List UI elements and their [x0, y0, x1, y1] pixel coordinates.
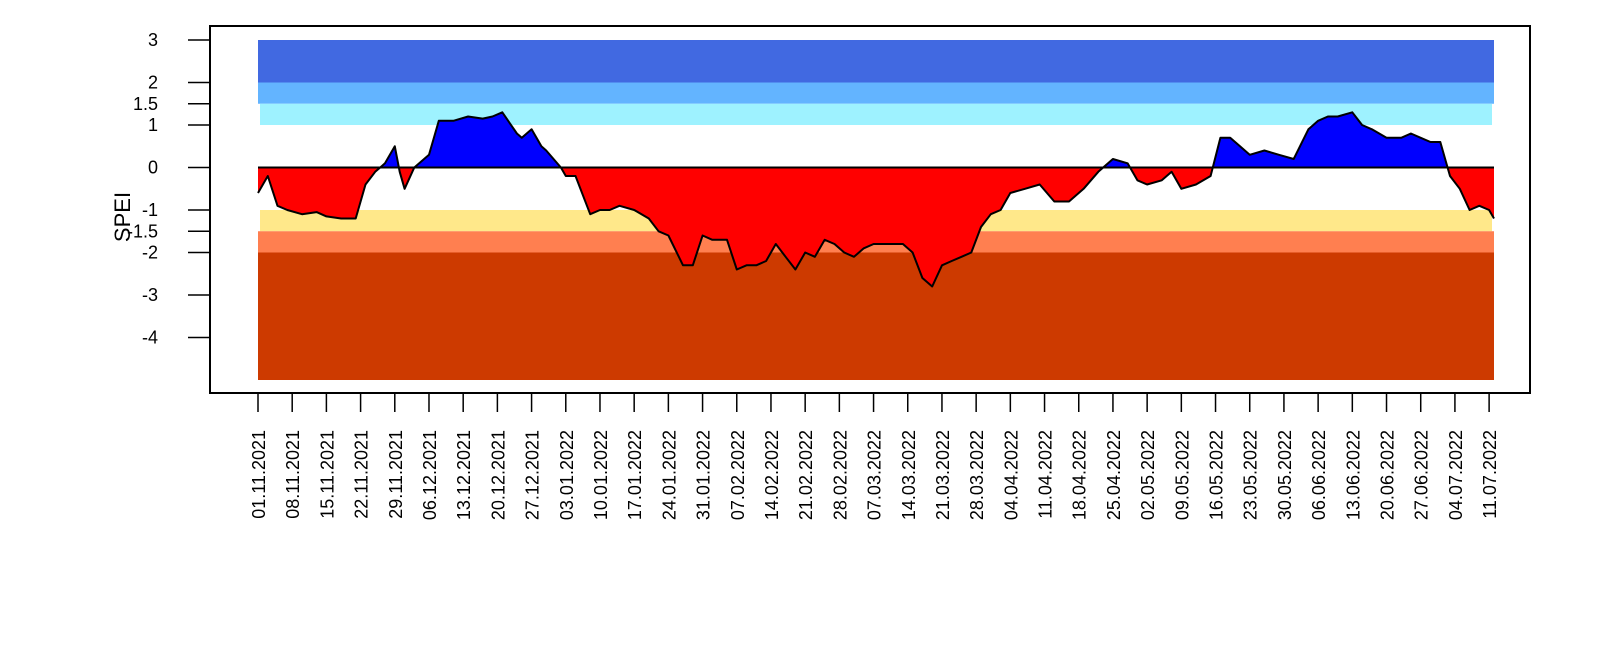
x-tick-label: 31.01.2022 — [694, 430, 714, 520]
x-tick-label: 06.12.2021 — [420, 430, 440, 520]
y-axis-title: SPEI — [110, 192, 135, 242]
x-tick-label: 09.05.2022 — [1172, 430, 1192, 520]
x-tick-label: 27.06.2022 — [1412, 430, 1432, 520]
x-tick-label: 20.06.2022 — [1378, 430, 1398, 520]
x-tick-label: 28.03.2022 — [967, 430, 987, 520]
x-tick-label: 15.11.2021 — [317, 430, 337, 519]
x-tick-label: 17.01.2022 — [625, 430, 645, 520]
x-tick-label: 21.02.2022 — [796, 430, 816, 520]
y-tick-label: -1 — [142, 200, 158, 220]
y-tick-label: -4 — [142, 328, 158, 348]
x-tick-label: 16.05.2022 — [1207, 430, 1227, 520]
spei-line — [257, 111, 1495, 288]
x-tick-label: 04.07.2022 — [1446, 430, 1466, 520]
y-tick-label: -3 — [142, 285, 158, 305]
y-axis: 3 21.51 0 -1-1.5-2 -3 -4 — [127, 30, 210, 348]
band-5 — [258, 252, 1494, 380]
band-0 — [258, 40, 1494, 83]
y-tick-label: 1 — [148, 115, 158, 135]
y-tick-label: 0 — [148, 158, 158, 178]
x-tick-label: 04.04.2022 — [1001, 430, 1021, 520]
x-tick-label: 20.12.2021 — [488, 430, 508, 520]
band-2 — [260, 103, 1492, 125]
wet-area — [1103, 159, 1131, 168]
x-tick-label: 07.03.2022 — [865, 430, 885, 520]
dry-area — [1130, 167, 1213, 189]
y-tick-label: 3 — [148, 30, 158, 50]
x-tick-label: 11.04.2022 — [1036, 430, 1056, 519]
dry-area — [560, 167, 1104, 287]
x-axis: 01.11.2021 08.11.2021 15.11.2021 22.11.2021… — [249, 393, 1500, 520]
x-tick-label: 08.11.2021 — [283, 430, 303, 519]
x-tick-label: 23.05.2022 — [1241, 430, 1261, 520]
x-tick-label: 01.11.2021 — [249, 430, 269, 519]
x-tick-label: 02.05.2022 — [1138, 430, 1158, 520]
wet-area — [1212, 112, 1448, 168]
y-tick-label: 2 — [148, 73, 158, 93]
x-tick-label: 11.07.2022 — [1480, 430, 1500, 519]
x-tick-label: 18.04.2022 — [1070, 430, 1090, 520]
x-tick-label: 14.02.2022 — [762, 430, 782, 520]
spei-bands — [258, 40, 1494, 380]
x-tick-label: 25.04.2022 — [1104, 430, 1124, 520]
wet-area — [414, 112, 561, 168]
band-1 — [258, 82, 1494, 104]
y-tick-label: -2 — [142, 243, 158, 263]
x-tick-label: 29.11.2021 — [386, 430, 406, 519]
x-tick-label: 24.01.2022 — [659, 430, 679, 520]
x-tick-label: 10.01.2022 — [591, 430, 611, 520]
dry-area — [1447, 167, 1494, 219]
dry-area — [398, 167, 415, 189]
x-tick-label: 13.12.2021 — [454, 430, 474, 520]
spei-area — [258, 112, 1494, 287]
x-tick-label: 27.12.2021 — [523, 430, 543, 520]
x-tick-label: 03.01.2022 — [557, 430, 577, 520]
x-tick-label: 13.06.2022 — [1343, 430, 1363, 520]
x-tick-label: 07.02.2022 — [728, 430, 748, 520]
dry-area — [258, 167, 381, 219]
x-tick-label: 28.02.2022 — [830, 430, 850, 520]
spei-outline — [257, 111, 1495, 288]
x-tick-label: 22.11.2021 — [352, 430, 372, 519]
x-tick-label: 21.03.2022 — [933, 430, 953, 520]
x-tick-label: 06.06.2022 — [1309, 430, 1329, 520]
y-tick-label: -1.5 — [127, 221, 158, 241]
y-tick-label: 1.5 — [133, 94, 158, 114]
x-tick-label: 14.03.2022 — [899, 430, 919, 520]
x-tick-label: 30.05.2022 — [1275, 430, 1295, 520]
